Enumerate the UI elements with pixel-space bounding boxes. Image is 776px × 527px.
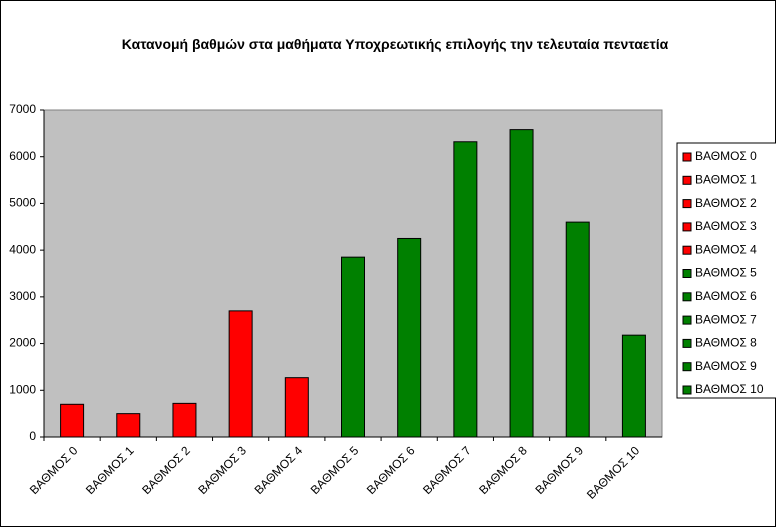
bar bbox=[341, 256, 365, 438]
legend-label: ΒΑΘΜΟΣ 7 bbox=[695, 312, 757, 326]
legend-label: ΒΑΘΜΟΣ 2 bbox=[695, 196, 757, 210]
legend-label: ΒΑΘΜΟΣ 4 bbox=[695, 242, 757, 256]
bar bbox=[60, 403, 85, 438]
bar bbox=[509, 129, 534, 438]
y-tick-label: 0 bbox=[29, 429, 36, 443]
bar bbox=[172, 402, 197, 438]
legend-swatch bbox=[682, 175, 692, 185]
legend-swatch bbox=[682, 315, 692, 325]
bar bbox=[228, 310, 253, 438]
legend-swatch bbox=[682, 292, 692, 302]
legend-label: ΒΑΘΜΟΣ 8 bbox=[695, 336, 757, 350]
legend-label: ΒΑΘΜΟΣ 10 bbox=[695, 382, 764, 396]
bar bbox=[565, 221, 590, 438]
legend-swatch bbox=[682, 245, 692, 255]
y-tick-label: 7000 bbox=[9, 102, 36, 116]
y-tick-label: 2000 bbox=[9, 336, 36, 350]
bar bbox=[621, 334, 646, 438]
legend-swatch bbox=[682, 199, 692, 209]
legend-label: ΒΑΘΜΟΣ 6 bbox=[695, 289, 757, 303]
chart-title: Κατανομή βαθμών στα μαθήματα Υποχρεωτική… bbox=[121, 36, 669, 52]
legend-label: ΒΑΘΜΟΣ 3 bbox=[695, 219, 757, 233]
bar bbox=[397, 237, 422, 438]
y-tick-label: 4000 bbox=[9, 242, 36, 256]
y-tick-label: 1000 bbox=[9, 382, 36, 396]
y-tick-label: 6000 bbox=[9, 149, 36, 163]
bar bbox=[284, 377, 309, 438]
bar bbox=[116, 413, 141, 438]
legend-label: ΒΑΘΜΟΣ 9 bbox=[695, 359, 757, 373]
legend-box bbox=[676, 142, 776, 399]
legend-swatch bbox=[682, 222, 692, 232]
y-tick-label: 3000 bbox=[9, 289, 36, 303]
y-tick-label: 5000 bbox=[9, 196, 36, 210]
legend-label: ΒΑΘΜΟΣ 5 bbox=[695, 266, 757, 280]
legend-swatch bbox=[682, 152, 692, 162]
legend-swatch bbox=[682, 362, 692, 372]
legend-swatch bbox=[682, 385, 692, 395]
legend-label: ΒΑΘΜΟΣ 1 bbox=[695, 172, 757, 186]
legend-swatch bbox=[682, 338, 692, 348]
legend-label: ΒΑΘΜΟΣ 0 bbox=[695, 149, 757, 163]
bar bbox=[453, 141, 478, 438]
legend-swatch bbox=[682, 269, 692, 278]
